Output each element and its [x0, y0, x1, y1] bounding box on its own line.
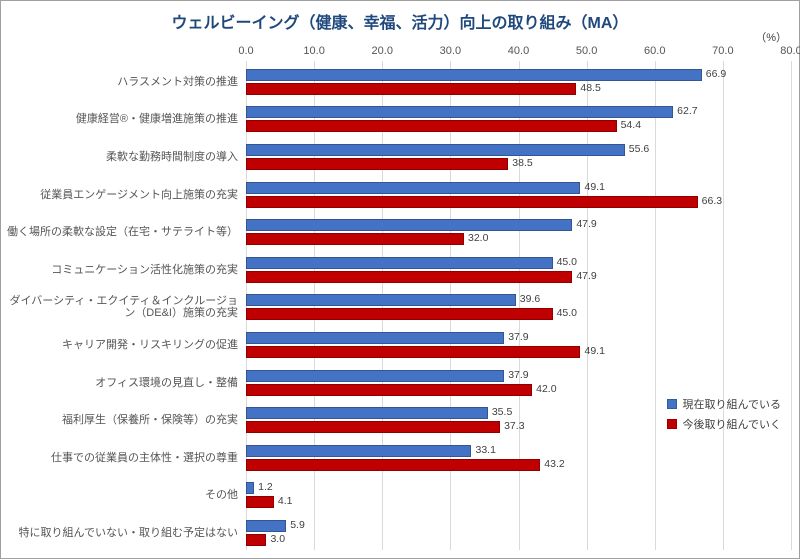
category-label: その他	[1, 489, 238, 501]
bar	[246, 421, 500, 433]
bar	[246, 520, 286, 532]
bar-value-label: 49.1	[584, 345, 604, 357]
bar-value-label: 42.0	[536, 383, 556, 395]
category-label: 従業員エンゲージメント向上施策の充実	[1, 189, 238, 201]
bar-value-label: 33.1	[475, 444, 495, 456]
chart-row: 従業員エンゲージメント向上施策の充実 49.1 66.3	[1, 176, 799, 214]
category-label: コミュニケーション活性化施策の充実	[1, 264, 238, 276]
bar-value-label: 47.9	[576, 218, 596, 230]
x-tick-label: 30.0	[440, 45, 461, 57]
bar	[246, 407, 488, 419]
bar-value-label: 39.6	[520, 293, 540, 305]
bar-value-label: 43.2	[544, 458, 564, 470]
bar-value-label: 66.3	[702, 195, 722, 207]
bar-value-label: 62.7	[677, 105, 697, 117]
bar	[246, 534, 266, 546]
chart-row: その他 1.2 4.1	[1, 477, 799, 515]
bar-value-label: 37.9	[508, 331, 528, 343]
bar-value-label: 47.9	[576, 270, 596, 282]
bar	[246, 196, 698, 208]
bar	[246, 346, 580, 358]
legend-item: 今後取り組んでいく	[667, 416, 781, 432]
bar-value-label: 45.0	[557, 307, 577, 319]
chart-container: ウェルビーイング（健康、幸福、活力）向上の取り組み（MA） （%） 0.0 10.…	[0, 0, 800, 559]
category-label: 仕事での従業員の主体性・選択の尊重	[1, 452, 238, 464]
bar-value-label: 55.6	[629, 143, 649, 155]
category-label: 福利厚生（保養所・保険等）の充実	[1, 414, 238, 426]
category-label: ダイバーシティ・エクイティ＆インクルージョン（DE&I）施策の充実	[1, 295, 238, 319]
chart-row: コミュニケーション活性化施策の充実 45.0 47.9	[1, 251, 799, 289]
bar	[246, 219, 572, 231]
bar-value-label: 45.0	[557, 256, 577, 268]
bar	[246, 370, 504, 382]
bar-value-label: 54.4	[621, 119, 641, 131]
chart-row: 特に取り組んでいない・取り組む予定はない 5.9 3.0	[1, 514, 799, 552]
bar	[246, 182, 580, 194]
x-tick-label: 0.0	[238, 45, 253, 57]
x-tick-label: 80.0	[780, 45, 800, 57]
bar-value-label: 3.0	[270, 533, 285, 545]
category-label: 健康経営®・健康増進施策の推進	[1, 113, 238, 125]
x-tick-label: 70.0	[712, 45, 733, 57]
bar-value-label: 37.3	[504, 420, 524, 432]
category-label: 特に取り組んでいない・取り組む予定はない	[1, 527, 238, 539]
chart-row: 柔軟な勤務時間制度の導入 55.6 38.5	[1, 138, 799, 176]
bar	[246, 384, 532, 396]
bar-value-label: 66.9	[706, 68, 726, 80]
legend-swatch	[667, 399, 677, 409]
bar	[246, 83, 576, 95]
category-label: 柔軟な勤務時間制度の導入	[1, 151, 238, 163]
bar	[246, 233, 464, 245]
legend-label: 現在取り組んでいる	[683, 396, 781, 412]
category-label: オフィス環境の見直し・整備	[1, 377, 238, 389]
bar-value-label: 37.9	[508, 369, 528, 381]
bar	[246, 496, 274, 508]
bar-value-label: 35.5	[492, 406, 512, 418]
chart-row: 仕事での従業員の主体性・選択の尊重 33.1 43.2	[1, 439, 799, 477]
chart-title: ウェルビーイング（健康、幸福、活力）向上の取り組み（MA）	[1, 9, 799, 33]
chart-row: ダイバーシティ・エクイティ＆インクルージョン（DE&I）施策の充実 39.6 45.…	[1, 289, 799, 327]
x-tick-label: 50.0	[576, 45, 597, 57]
bar-value-label: 5.9	[290, 519, 305, 531]
unit-label: （%）	[755, 29, 787, 45]
chart-row: 健康経営®・健康増進施策の推進 62.7 54.4	[1, 101, 799, 139]
x-tick-label: 40.0	[508, 45, 529, 57]
bar-value-label: 49.1	[584, 181, 604, 193]
legend-item: 現在取り組んでいる	[667, 396, 781, 412]
chart-row: キャリア開発・リスキリングの促進 37.9 49.1	[1, 326, 799, 364]
chart-rows: ハラスメント対策の推進 66.9 48.5 健康経営®・健康増進施策の推進 62.7 54…	[1, 63, 799, 550]
x-tick-label: 20.0	[372, 45, 393, 57]
bar	[246, 445, 471, 457]
x-tick-label: 10.0	[303, 45, 324, 57]
category-label: キャリア開発・リスキリングの促進	[1, 339, 238, 351]
legend-swatch	[667, 419, 677, 429]
bar-value-label: 1.2	[258, 481, 273, 493]
chart-row: 働く場所の柔軟な設定（在宅・サテライト等） 47.9 32.0	[1, 213, 799, 251]
bar-value-label: 38.5	[512, 157, 532, 169]
bar	[246, 482, 254, 494]
bar	[246, 294, 516, 306]
legend-label: 今後取り組んでいく	[683, 416, 781, 432]
bar	[246, 332, 504, 344]
bar	[246, 120, 617, 132]
bar	[246, 257, 553, 269]
bar	[246, 106, 673, 118]
bar	[246, 69, 702, 81]
bar	[246, 271, 572, 283]
bar-value-label: 48.5	[580, 82, 600, 94]
category-label: ハラスメント対策の推進	[1, 76, 238, 88]
bar	[246, 144, 625, 156]
x-tick-label: 60.0	[644, 45, 665, 57]
chart-row: ハラスメント対策の推進 66.9 48.5	[1, 63, 799, 101]
bar	[246, 459, 540, 471]
legend: 現在取り組んでいる今後取り組んでいく	[667, 392, 781, 436]
bar-value-label: 32.0	[468, 232, 488, 244]
category-label: 働く場所の柔軟な設定（在宅・サテライト等）	[1, 226, 238, 238]
bar-value-label: 4.1	[278, 495, 293, 507]
bar	[246, 158, 508, 170]
bar	[246, 308, 553, 320]
